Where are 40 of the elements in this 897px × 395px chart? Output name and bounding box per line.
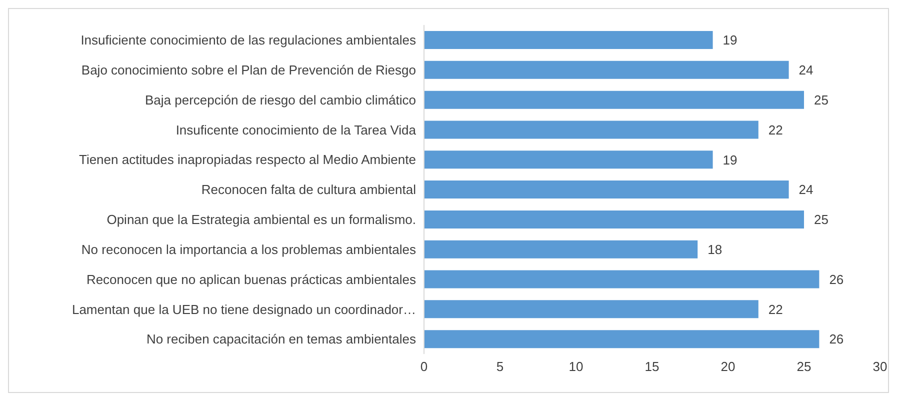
data-label: 18 (708, 242, 722, 257)
y-tick-label: Insuficente conocimiento de la Tarea Vida (176, 122, 417, 138)
y-tick-label: Reconocen que no aplican buenas prácticas ambientales (86, 272, 416, 287)
bar (424, 300, 758, 318)
bar (424, 120, 758, 139)
data-label: 24 (798, 62, 814, 78)
y-tick-label: No reconocen la importancia a los problemas ambientales (81, 242, 416, 257)
y-tick-label: Reconocen falta de cultura ambiental (201, 182, 416, 198)
bar (424, 60, 789, 79)
y-tick-label: Bajo conocimiento sobre el Plan de Prevención de Riesgo (81, 62, 416, 78)
bar (424, 270, 820, 288)
data-label: 25 (814, 92, 828, 108)
x-tick-label: 20 (720, 359, 736, 374)
x-tick-label: 10 (568, 359, 584, 374)
data-label: 25 (814, 212, 828, 228)
data-label: 22 (768, 302, 783, 317)
data-label: 26 (829, 272, 844, 287)
data-label: 22 (768, 122, 783, 138)
y-tick-label: No reciben capacitación en temas ambientales (146, 332, 416, 347)
bar (424, 31, 713, 49)
y-tick-label: Tienen actitudes inapropiadas respecto al Medio Ambiente (78, 152, 416, 168)
data-label: 24 (798, 182, 814, 198)
bar (424, 180, 789, 199)
x-tick-label: 5 (496, 359, 504, 374)
data-label: 26 (829, 332, 844, 347)
bar (424, 210, 804, 228)
x-tick-label: 25 (796, 359, 812, 374)
data-label: 19 (722, 32, 738, 48)
y-tick-label: Baja percepción de riesgo del cambio climático (145, 92, 416, 108)
x-tick-label: 0 (420, 359, 428, 374)
bar (424, 150, 713, 169)
y-tick-label: Insuficiente conocimiento de las regulaciones ambientales (80, 32, 416, 48)
y-tick-label: Lamentan que la UEB no tiene designado un coordinador… (72, 302, 416, 317)
x-tick-label: 30 (872, 359, 888, 374)
x-tick-label: 15 (644, 359, 660, 374)
y-tick-label: Opinan que la Estrategia ambiental es un formalismo. (106, 212, 416, 228)
bar (424, 330, 820, 348)
data-label: 19 (722, 152, 738, 168)
bar (424, 90, 804, 109)
bar (424, 240, 698, 258)
